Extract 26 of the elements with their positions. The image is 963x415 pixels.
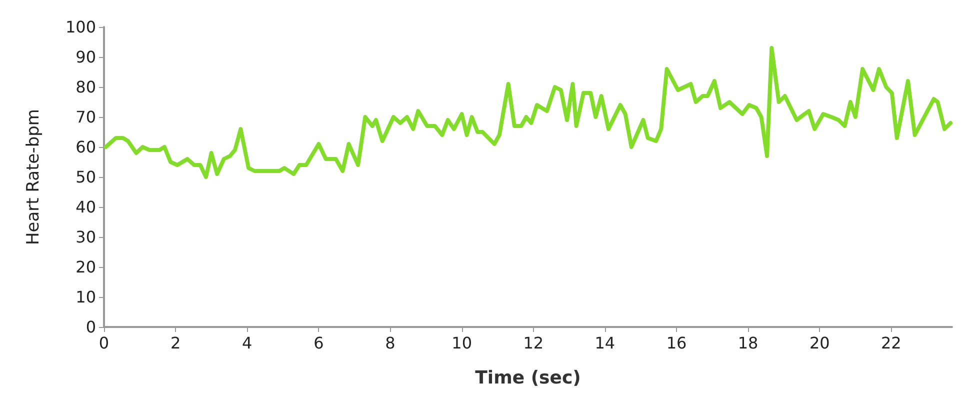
x-tick-label: 0 — [98, 334, 110, 352]
x-tick-label: 10 — [452, 334, 472, 352]
y-tick-label: 40 — [76, 198, 96, 216]
y-tick-label: 90 — [76, 48, 96, 66]
y-tick-label: 80 — [76, 78, 96, 96]
y-tick-label: 0 — [86, 318, 96, 336]
y-tick-label: 50 — [76, 168, 96, 186]
line-series — [104, 46, 953, 179]
x-tick-label: 18 — [738, 334, 758, 352]
x-tick-label: 12 — [523, 334, 544, 352]
x-tick-label: 22 — [880, 334, 902, 352]
y-tick-label: 100 — [65, 18, 96, 36]
y-tick-label: 20 — [76, 258, 96, 276]
y-tick-label: 60 — [76, 138, 96, 156]
y-tick-label: 70 — [76, 108, 96, 126]
x-tick-label: 20 — [809, 334, 830, 352]
x-tick-label: 6 — [314, 334, 324, 352]
x-tick-label: 2 — [170, 334, 181, 352]
y-tick-label: 10 — [76, 288, 96, 306]
x-tick-label: 16 — [666, 334, 687, 352]
x-tick-label: 4 — [242, 334, 252, 352]
x-tick-label: 8 — [385, 334, 396, 352]
y-tick-label: 30 — [76, 228, 96, 246]
x-axis-title: Time (sec) — [475, 368, 581, 388]
y-axis-title: Heart Rate-bpm — [24, 109, 44, 245]
x-tick-label: 14 — [594, 334, 616, 352]
